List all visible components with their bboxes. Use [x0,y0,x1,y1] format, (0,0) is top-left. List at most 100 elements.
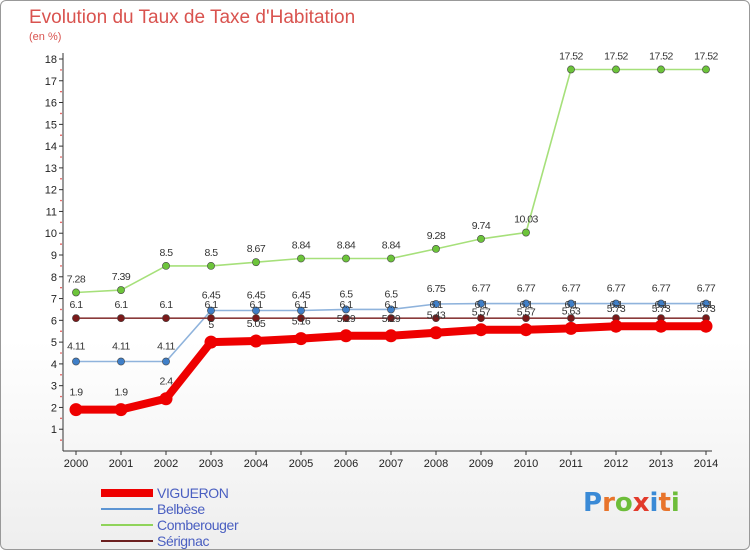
data-point [567,65,575,74]
data-point [249,334,263,348]
data-label: 6.45 [202,290,221,302]
data-point [477,314,485,323]
data-label: 5 [208,319,214,331]
data-point [297,254,305,263]
x-tick-label: 2002 [154,458,178,470]
data-label: 6.5 [339,288,353,300]
y-minor-tick [60,308,62,311]
x-tick-label: 2013 [649,458,673,470]
data-label: 6.75 [427,283,446,295]
data-label: 6.77 [607,283,626,295]
y-tick-label: 16 [45,98,57,110]
y-minor-tick [60,286,62,289]
data-point [117,314,125,323]
data-label: 6.77 [517,283,536,295]
y-minor-tick [60,134,62,137]
data-point [522,314,530,323]
chart-title: Evolution du Taux de Taxe d'Habitation [29,7,356,28]
data-label: 17.52 [649,50,673,62]
y-tick-label: 5 [51,337,57,349]
data-point [342,314,350,323]
x-tick-label: 2010 [514,458,538,470]
data-point [567,299,575,308]
data-point [612,299,620,308]
data-label: 9.28 [427,230,446,242]
data-label: 6.1 [384,299,398,311]
x-tick-label: 2011 [559,458,583,470]
data-label: 6.1 [249,299,263,311]
y-tick-label: 1 [51,424,57,436]
y-minor-tick [60,90,62,93]
y-minor-tick [60,330,62,333]
data-point [702,65,710,74]
data-point [387,254,395,263]
x-tick-label: 2012 [604,458,628,470]
data-point [207,261,215,270]
data-point [567,314,575,323]
data-label: 6.77 [697,283,716,295]
data-point [519,323,533,337]
data-point [207,306,215,315]
y-tick-label: 3 [51,381,57,393]
data-label: 5.29 [382,313,401,325]
legend-swatch [101,540,153,542]
series-s-rignac [72,314,710,323]
data-label: 6.45 [247,290,266,302]
data-point [429,326,443,340]
data-label: 6.45 [292,290,311,302]
x-tick-label: 2007 [379,458,403,470]
data-point [564,321,578,335]
y-minor-tick [60,352,62,354]
y-minor-tick [60,69,62,71]
y-minor-tick [60,265,62,267]
series-belb-se [72,299,710,366]
data-label: 17.52 [694,50,718,62]
data-point [522,299,530,308]
data-label: 5.16 [292,316,311,328]
legend-swatch [101,508,153,510]
data-point [162,261,170,270]
data-label: 17.52 [559,50,583,62]
y-minor-tick [60,221,62,224]
data-label: 6.77 [472,283,491,295]
data-point [117,357,125,366]
data-label: 6.1 [429,299,443,311]
y-tick-label: 6 [51,315,57,327]
legend-label: VIGUERON [157,485,229,501]
data-point [387,314,395,323]
data-label: 8.5 [204,247,218,259]
y-minor-tick [60,156,62,158]
y-minor-tick [60,395,62,398]
legend-label: Sérignac [157,533,210,549]
y-tick-label: 11 [46,206,57,218]
data-point [162,314,170,323]
data-label: 7.39 [112,271,131,283]
data-label: 5.29 [337,313,356,325]
data-label: 6.5 [384,288,398,300]
data-label: 5.05 [247,318,266,330]
data-point [72,288,80,297]
data-point [702,299,710,308]
data-point [117,286,125,294]
data-label: 6.1 [159,299,173,311]
y-tick-label: 2 [51,402,57,414]
data-point [609,319,623,333]
data-point [159,392,173,406]
series-comberouger [72,65,710,297]
data-point [387,305,395,314]
data-label: 5.73 [607,303,626,315]
data-point [69,403,83,417]
data-point [477,299,485,308]
logo-letter: x [632,488,650,518]
y-tick-label: 4 [51,359,57,371]
data-label: 9.74 [472,220,491,232]
data-point [432,245,440,253]
x-tick-label: 2008 [424,458,448,470]
data-point [342,305,350,314]
data-point [474,323,488,337]
y-minor-tick [60,417,62,420]
y-minor-tick [60,243,62,245]
data-label: 5.57 [472,307,491,319]
logo-letter: P [583,488,603,518]
